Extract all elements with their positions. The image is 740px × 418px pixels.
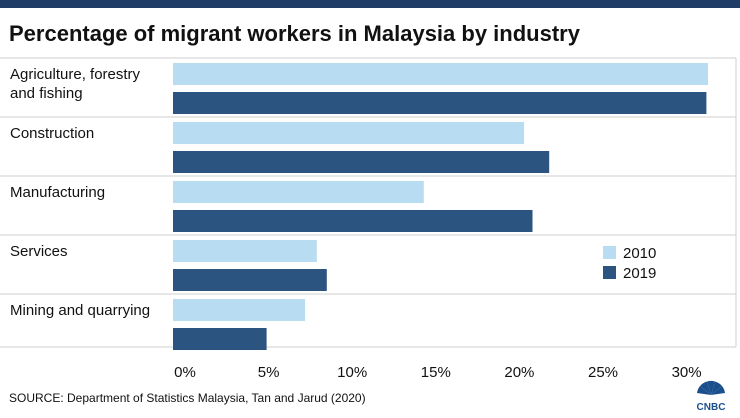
cnbc-logo: CNBC	[686, 379, 736, 413]
x-tick-label: 15%	[421, 364, 451, 381]
peacock-icon	[697, 380, 725, 395]
bar-2010-2	[173, 181, 424, 203]
legend-swatch-2010	[603, 246, 616, 259]
bar-2019-4	[173, 328, 267, 350]
bar-2010-4	[173, 299, 306, 321]
legend-label-2019: 2019	[623, 265, 656, 282]
top-accent-bar	[0, 0, 740, 8]
bar-2019-1	[173, 151, 550, 173]
bar-2010-3	[173, 240, 317, 262]
bar-2019-0	[173, 92, 707, 114]
x-tick-label: 0%	[174, 364, 196, 381]
category-label: and fishing	[10, 85, 83, 102]
category-label: Agriculture, forestry	[10, 66, 141, 83]
bar-2010-1	[173, 122, 525, 144]
legend-label-2010: 2010	[623, 245, 656, 262]
bar-2019-2	[173, 210, 533, 232]
chart-title: Percentage of migrant workers in Malaysi…	[9, 21, 580, 46]
source-note: SOURCE: Department of Statistics Malaysi…	[9, 391, 366, 405]
x-tick-label: 10%	[337, 364, 367, 381]
x-tick-label: 30%	[672, 364, 702, 381]
x-tick-label: 20%	[504, 364, 534, 381]
category-label: Manufacturing	[10, 184, 105, 201]
category-label: Construction	[10, 125, 94, 142]
category-label: Services	[10, 243, 68, 260]
bar-2019-3	[173, 269, 327, 291]
legend-swatch-2019	[603, 266, 616, 279]
x-tick-label: 5%	[258, 364, 280, 381]
logo-wordmark: CNBC	[697, 402, 726, 413]
category-label: Mining and quarrying	[10, 302, 150, 319]
bar-2010-0	[173, 63, 708, 85]
x-tick-label: 25%	[588, 364, 618, 381]
